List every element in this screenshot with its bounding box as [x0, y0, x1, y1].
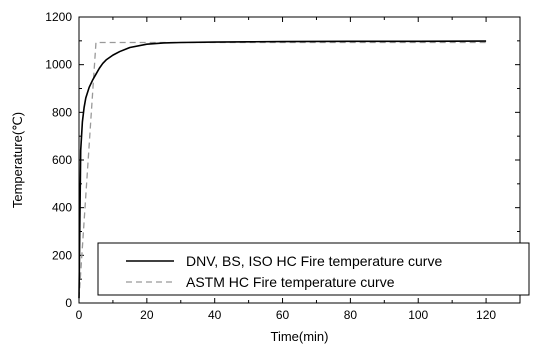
- y-axis-label: Temperature(℃): [10, 112, 25, 208]
- legend: DNV, BS, ISO HC Fire temperature curve A…: [97, 242, 530, 296]
- y-tick-label: 1200: [45, 10, 72, 24]
- y-tick-label: 0: [65, 296, 72, 310]
- y-tick-label: 200: [52, 248, 72, 262]
- legend-label-astm: ASTM HC Fire temperature curve: [186, 274, 395, 290]
- x-tick-label: 20: [140, 308, 154, 322]
- x-axis-label: Time(min): [270, 329, 328, 344]
- series-line-dnv: [78, 40, 487, 299]
- x-tick-label: 40: [208, 308, 222, 322]
- x-tick-label: 100: [408, 308, 428, 322]
- legend-label-dnv: DNV, BS, ISO HC Fire temperature curve: [186, 253, 442, 269]
- y-tick-label: 400: [52, 201, 72, 215]
- series-line-astm: [78, 41, 487, 299]
- series-layer: [78, 40, 487, 299]
- x-tick-label: 120: [476, 308, 496, 322]
- x-tick-label: 80: [344, 308, 358, 322]
- x-axis-ticks: 0 20 40 60 80 100 120: [76, 17, 496, 322]
- y-axis-ticks: 0 200 400 600 800 1000 1200: [45, 10, 520, 310]
- legend-box: [97, 242, 530, 296]
- y-tick-label: 800: [52, 105, 72, 119]
- y-tick-label: 600: [52, 153, 72, 167]
- y-tick-label: 1000: [45, 58, 72, 72]
- x-tick-label: 0: [76, 308, 83, 322]
- x-tick-label: 60: [276, 308, 290, 322]
